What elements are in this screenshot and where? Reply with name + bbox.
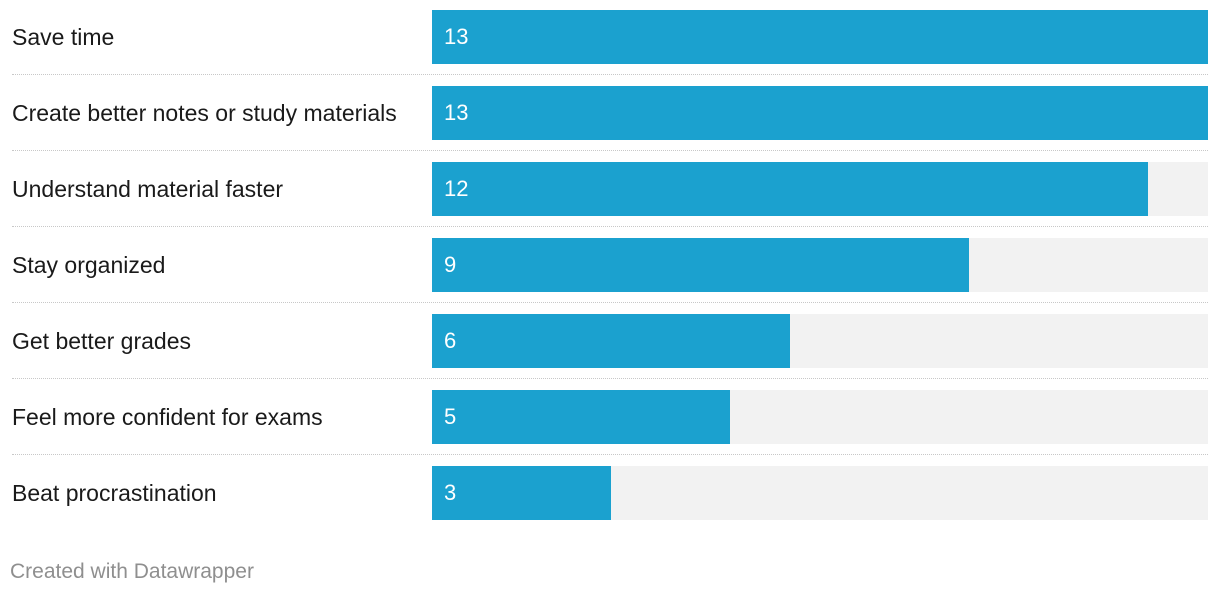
bar (432, 162, 1148, 216)
bar-value-label: 6 (444, 328, 457, 353)
category-label: Beat procrastination (12, 480, 217, 506)
bar (432, 314, 790, 368)
bar (432, 86, 1208, 140)
bar-value-label: 9 (444, 252, 457, 277)
bar-row: Understand material faster 12 (0, 152, 1220, 228)
bar-track: 6 (432, 314, 1208, 368)
bar-track: 13 (432, 10, 1208, 64)
row-separator (12, 302, 1208, 303)
category-label: Save time (12, 24, 115, 50)
row-separator (12, 378, 1208, 379)
row-separator (12, 150, 1208, 151)
bar-track: 13 (432, 86, 1208, 140)
category-label: Understand material faster (12, 176, 284, 202)
datawrapper-credit[interactable]: Created with Datawrapper (10, 560, 254, 583)
bar-chart: Save time 13 Create better notes or study … (0, 0, 1220, 532)
row-separator (12, 226, 1208, 227)
bar-row: Create better notes or study materials 13 (0, 76, 1220, 152)
bar (432, 10, 1208, 64)
bar-value-label: 12 (444, 176, 469, 201)
bar-value-label: 13 (444, 100, 469, 125)
bar (432, 466, 611, 520)
bar-row: Stay organized 9 (0, 228, 1220, 304)
bar-row: Feel more confident for exams 5 (0, 380, 1220, 456)
bar-track: 9 (432, 238, 1208, 292)
row-separator (12, 74, 1208, 75)
bar (432, 238, 969, 292)
bar-track: 3 (432, 466, 1208, 520)
bar-row: Beat procrastination 3 (0, 456, 1220, 532)
row-separator (12, 454, 1208, 455)
bar-row: Get better grades 6 (0, 304, 1220, 380)
bar (432, 390, 730, 444)
category-label: Feel more confident for exams (12, 404, 323, 430)
category-label: Create better notes or study materials (12, 100, 397, 126)
bar-value-label: 5 (444, 404, 457, 429)
bar-value-label: 3 (444, 480, 457, 505)
bar-row: Save time 13 (0, 0, 1220, 76)
bar-track: 5 (432, 390, 1208, 444)
category-label: Get better grades (12, 328, 191, 354)
category-label: Stay organized (12, 252, 166, 278)
bar-value-label: 13 (444, 24, 469, 49)
bar-track: 12 (432, 162, 1208, 216)
